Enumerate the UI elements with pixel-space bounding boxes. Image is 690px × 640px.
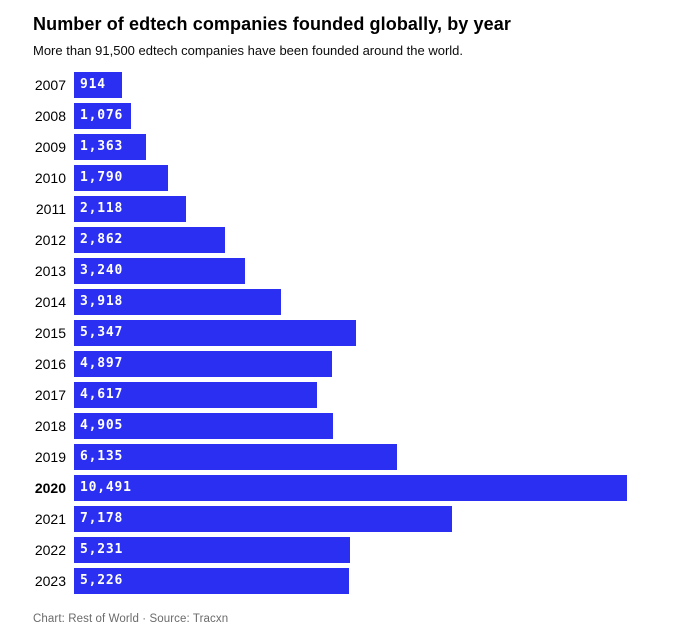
bar-row: 2010 1,790 bbox=[33, 164, 657, 191]
bar-row: 2008 1,076 bbox=[33, 102, 657, 129]
year-label: 2018 bbox=[34, 417, 66, 434]
year-label: 2017 bbox=[34, 386, 66, 403]
bar-track: 2,862 bbox=[74, 226, 627, 253]
bar: 5,347 bbox=[74, 319, 356, 346]
year-label: 2022 bbox=[34, 541, 66, 558]
bar-track: 1,790 bbox=[74, 164, 627, 191]
bar: 4,905 bbox=[74, 412, 333, 439]
bar-track: 3,240 bbox=[74, 257, 627, 284]
bar: 1,790 bbox=[74, 164, 169, 191]
value-label: 4,897 bbox=[80, 356, 124, 372]
value-label: 1,076 bbox=[80, 108, 124, 124]
bar: 2,862 bbox=[74, 226, 225, 253]
bar-row: 2013 3,240 bbox=[33, 257, 657, 284]
bar-row: 2012 2,862 bbox=[33, 226, 657, 253]
value-label: 4,905 bbox=[80, 418, 124, 434]
bar: 10,491 bbox=[74, 474, 627, 501]
bar-track: 3,918 bbox=[74, 288, 627, 315]
bar-row: 2021 7,178 bbox=[33, 505, 657, 532]
bar-row: 2011 2,118 bbox=[33, 195, 657, 222]
chart-subtitle: More than 91,500 edtech companies have b… bbox=[33, 42, 464, 58]
bar-track: 5,231 bbox=[74, 536, 627, 563]
value-label: 5,226 bbox=[80, 573, 124, 589]
year-label: 2008 bbox=[34, 107, 66, 124]
bar-track: 5,347 bbox=[74, 319, 627, 346]
bar-track: 1,076 bbox=[74, 102, 627, 129]
value-label: 4,617 bbox=[80, 387, 124, 403]
value-label: 1,363 bbox=[80, 139, 124, 155]
value-label: 3,240 bbox=[80, 263, 124, 279]
bar: 4,617 bbox=[74, 381, 318, 408]
bar: 2,118 bbox=[74, 195, 186, 222]
year-label: 2015 bbox=[34, 324, 66, 341]
year-label: 2023 bbox=[34, 572, 66, 589]
bar-row: 2023 5,226 bbox=[33, 567, 657, 594]
bar: 1,076 bbox=[74, 102, 131, 129]
bar-track: 1,363 bbox=[74, 133, 627, 160]
value-label: 5,347 bbox=[80, 325, 124, 341]
bar-row: 2009 1,363 bbox=[33, 133, 657, 160]
value-label: 7,178 bbox=[80, 511, 124, 527]
bar-row: 2017 4,617 bbox=[33, 381, 657, 408]
year-label: 2020 bbox=[34, 479, 66, 496]
bar: 5,231 bbox=[74, 536, 350, 563]
bar-track: 4,617 bbox=[74, 381, 627, 408]
bar: 1,363 bbox=[74, 133, 146, 160]
bar: 5,226 bbox=[74, 567, 350, 594]
bar-row: 2014 3,918 bbox=[33, 288, 657, 315]
bar-track: 10,491 bbox=[74, 474, 627, 501]
bar-track: 5,226 bbox=[74, 567, 627, 594]
value-label: 6,135 bbox=[80, 449, 124, 465]
bar-row: 2022 5,231 bbox=[33, 536, 657, 563]
year-label: 2019 bbox=[34, 448, 66, 465]
year-label: 2009 bbox=[34, 138, 66, 155]
bar-track: 4,905 bbox=[74, 412, 627, 439]
bar-row: 2016 4,897 bbox=[33, 350, 657, 377]
chart-footer: Chart: Rest of World · Source: Tracxn bbox=[33, 612, 229, 625]
value-label: 2,862 bbox=[80, 232, 124, 248]
bar: 7,178 bbox=[74, 505, 453, 532]
chart-container: Number of edtech companies founded globa… bbox=[33, 14, 657, 625]
value-label: 914 bbox=[80, 77, 106, 93]
bar-row: 2019 6,135 bbox=[33, 443, 657, 470]
year-label: 2013 bbox=[34, 262, 66, 279]
bar-track: 2,118 bbox=[74, 195, 627, 222]
bar-row: 2018 4,905 bbox=[33, 412, 657, 439]
bar: 914 bbox=[74, 71, 123, 98]
bar-track: 6,135 bbox=[74, 443, 627, 470]
bar: 3,240 bbox=[74, 257, 245, 284]
value-label: 5,231 bbox=[80, 542, 124, 558]
year-label: 2011 bbox=[35, 200, 66, 217]
bar-track: 914 bbox=[74, 71, 627, 98]
bar: 4,897 bbox=[74, 350, 333, 377]
bar-chart: 2007 914 2008 1,076 2009 1,363 2010 1,790 2011 2,… bbox=[33, 71, 657, 594]
value-label: 10,491 bbox=[80, 480, 132, 496]
chart-title: Number of edtech companies founded globa… bbox=[33, 14, 511, 34]
bar: 3,918 bbox=[74, 288, 281, 315]
bar: 6,135 bbox=[74, 443, 398, 470]
year-label: 2021 bbox=[34, 510, 66, 527]
value-label: 1,790 bbox=[80, 170, 124, 186]
year-label: 2012 bbox=[34, 231, 66, 248]
value-label: 3,918 bbox=[80, 294, 124, 310]
bar-row: 2020 10,491 bbox=[33, 474, 657, 501]
year-label: 2016 bbox=[34, 355, 66, 372]
bar-track: 4,897 bbox=[74, 350, 627, 377]
year-label: 2010 bbox=[34, 169, 66, 186]
bar-track: 7,178 bbox=[74, 505, 627, 532]
year-label: 2014 bbox=[34, 293, 66, 310]
value-label: 2,118 bbox=[80, 201, 124, 217]
bar-row: 2015 5,347 bbox=[33, 319, 657, 346]
year-label: 2007 bbox=[34, 76, 66, 93]
bar-row: 2007 914 bbox=[33, 71, 657, 98]
